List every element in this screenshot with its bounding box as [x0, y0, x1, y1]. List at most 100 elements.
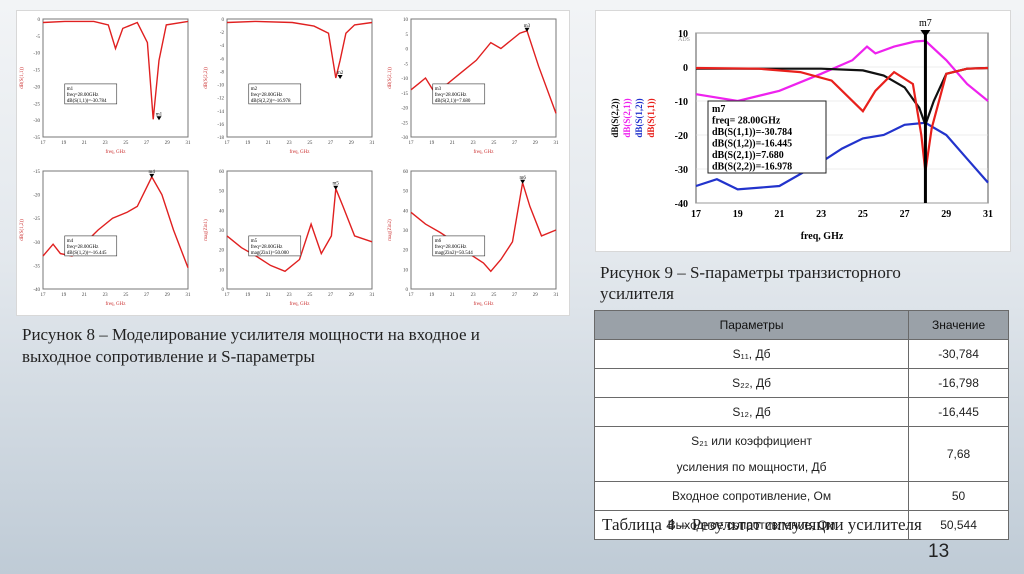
- marker-triangle: [524, 27, 530, 32]
- plot-frame: [42, 18, 189, 138]
- marker-readout-line: dB(S(1,1))=-30.784: [712, 127, 792, 138]
- series-line: [42, 175, 189, 269]
- marker-m7-label: m7: [919, 18, 932, 29]
- series-line-s11: [695, 66, 989, 172]
- table-row: S₁₂, Дб -16,445: [593, 397, 1009, 427]
- x-tick-label: 17: [41, 293, 47, 298]
- marker-label: m1: [156, 112, 163, 117]
- series-line-s21: [695, 39, 989, 103]
- marker-readout-box: [64, 83, 118, 105]
- x-tick-label: 27: [144, 293, 150, 298]
- x-tick-label: 17: [409, 293, 415, 298]
- x-tick-label: 31: [370, 141, 376, 146]
- marker-readout-line: dB(S(1,2))=-16.445: [712, 139, 792, 150]
- x-axis-label: freq, GHz: [290, 150, 311, 155]
- x-tick-label: 27: [328, 293, 334, 298]
- marker-readout-name: m5: [251, 239, 258, 244]
- y-tick-label: 60: [403, 170, 409, 175]
- table-header-param: Параметры: [593, 310, 910, 340]
- table-row: S₁₁, Дб -30,784: [593, 339, 1009, 369]
- marker-readout-value: dB(S(2,2))=-16.978: [251, 99, 291, 104]
- y-tick-label: 50: [403, 190, 409, 195]
- y-tick-label: 5: [406, 33, 409, 38]
- marker-label: m6: [519, 176, 526, 181]
- y-tick-label: -10: [217, 84, 224, 89]
- y-tick-label: -25: [33, 217, 40, 222]
- y-tick-label: 10: [219, 268, 225, 273]
- marker-readout-box: [64, 235, 118, 257]
- marker-label: m3: [524, 24, 531, 29]
- marker-readout-box: [707, 100, 827, 174]
- marker-triangle: [156, 116, 162, 121]
- x-axis-label: freq, GHz: [474, 302, 495, 307]
- x-tick-label: 21: [82, 293, 88, 298]
- y-tick-label: -25: [33, 102, 40, 107]
- x-tick-label: 17: [691, 209, 701, 220]
- x-tick-label: 23: [471, 141, 477, 146]
- x-tick-label: 21: [450, 141, 456, 146]
- x-axis-label: freq, GHz: [801, 231, 844, 242]
- table-row: Входное сопротивление, Ом 50: [593, 481, 1009, 511]
- x-tick-label: 29: [165, 141, 171, 146]
- y-tick-label: -2: [220, 31, 225, 36]
- figure-9-caption-line2: усилителя: [600, 284, 675, 303]
- page-number: 13: [928, 541, 950, 562]
- x-tick-label: 25: [858, 209, 868, 220]
- x-tick-label: 31: [186, 141, 192, 146]
- y-tick-label: -40: [675, 199, 688, 210]
- marker-triangle: [333, 185, 339, 190]
- x-tick-label: 29: [165, 293, 171, 298]
- y-tick-label: -40: [33, 288, 40, 293]
- y-tick-label: -4: [220, 44, 225, 49]
- x-tick-label: 27: [900, 209, 910, 220]
- y-tick-label: -15: [33, 69, 40, 74]
- y-tick-label: -16: [217, 123, 224, 128]
- y-tick-label: 40: [403, 209, 409, 214]
- plot-frame: [226, 18, 373, 138]
- y-tick-label: 20: [403, 249, 409, 254]
- y-tick-label: 0: [406, 48, 409, 53]
- y-tick-label: 0: [406, 288, 409, 293]
- x-tick-label: 19: [429, 293, 435, 298]
- x-tick-label: 19: [245, 141, 251, 146]
- table-cell-value: 50: [908, 481, 1009, 511]
- x-tick-label: 29: [533, 293, 539, 298]
- plot-frame: [410, 18, 557, 138]
- x-tick-label: 21: [450, 293, 456, 298]
- x-tick-label: 27: [512, 293, 518, 298]
- table-row: S₂₂, Дб -16,798: [593, 368, 1009, 398]
- y-tick-label: -5: [36, 35, 41, 40]
- y-tick-label: 20: [219, 249, 225, 254]
- x-tick-label: 29: [349, 141, 355, 146]
- y-tick-label: 60: [219, 170, 225, 175]
- y-axis-label: dB(S(2,1)): [622, 98, 632, 137]
- y-tick-label: 0: [222, 18, 225, 23]
- marker-readout-box: [432, 235, 486, 257]
- y-axis-label: dB(S(1,1)): [20, 67, 25, 89]
- x-tick-label: 23: [287, 141, 293, 146]
- series-line: [226, 20, 373, 79]
- x-axis-label: freq, GHz: [290, 302, 311, 307]
- y-axis-label: mag(Zin2): [388, 219, 393, 241]
- table-cell-param: Входное сопротивление, Ом: [593, 481, 910, 511]
- y-tick-label: -30: [675, 165, 688, 176]
- series-line-s12: [695, 121, 989, 191]
- y-tick-label: -12: [217, 97, 224, 102]
- plot-m6: 60 50 40 30 20 10 017 19 21 23 25 27 29 31 freq, GHz ma…: [388, 170, 559, 307]
- x-tick-label: 19: [245, 293, 251, 298]
- x-tick-label: 21: [774, 209, 784, 220]
- x-tick-label: 27: [328, 141, 334, 146]
- series-line: [42, 20, 189, 120]
- y-tick-label: -30: [33, 241, 40, 246]
- plot-m5: 60 50 40 30 20 10 017 19 21 23 25 27 29 31 freq, GHz ma…: [204, 170, 375, 307]
- y-tick-label: 0: [683, 63, 688, 74]
- x-tick-label: 23: [103, 293, 109, 298]
- marker-readout-freq: freq=28.00GHz: [67, 93, 99, 98]
- marker-m7-triangle: [920, 30, 931, 37]
- x-axis-label: freq, GHz: [106, 302, 127, 307]
- marker-readout-line: freq= 28.00GHz: [712, 116, 781, 127]
- x-tick-label: 23: [816, 209, 826, 220]
- x-tick-label: 31: [983, 209, 993, 220]
